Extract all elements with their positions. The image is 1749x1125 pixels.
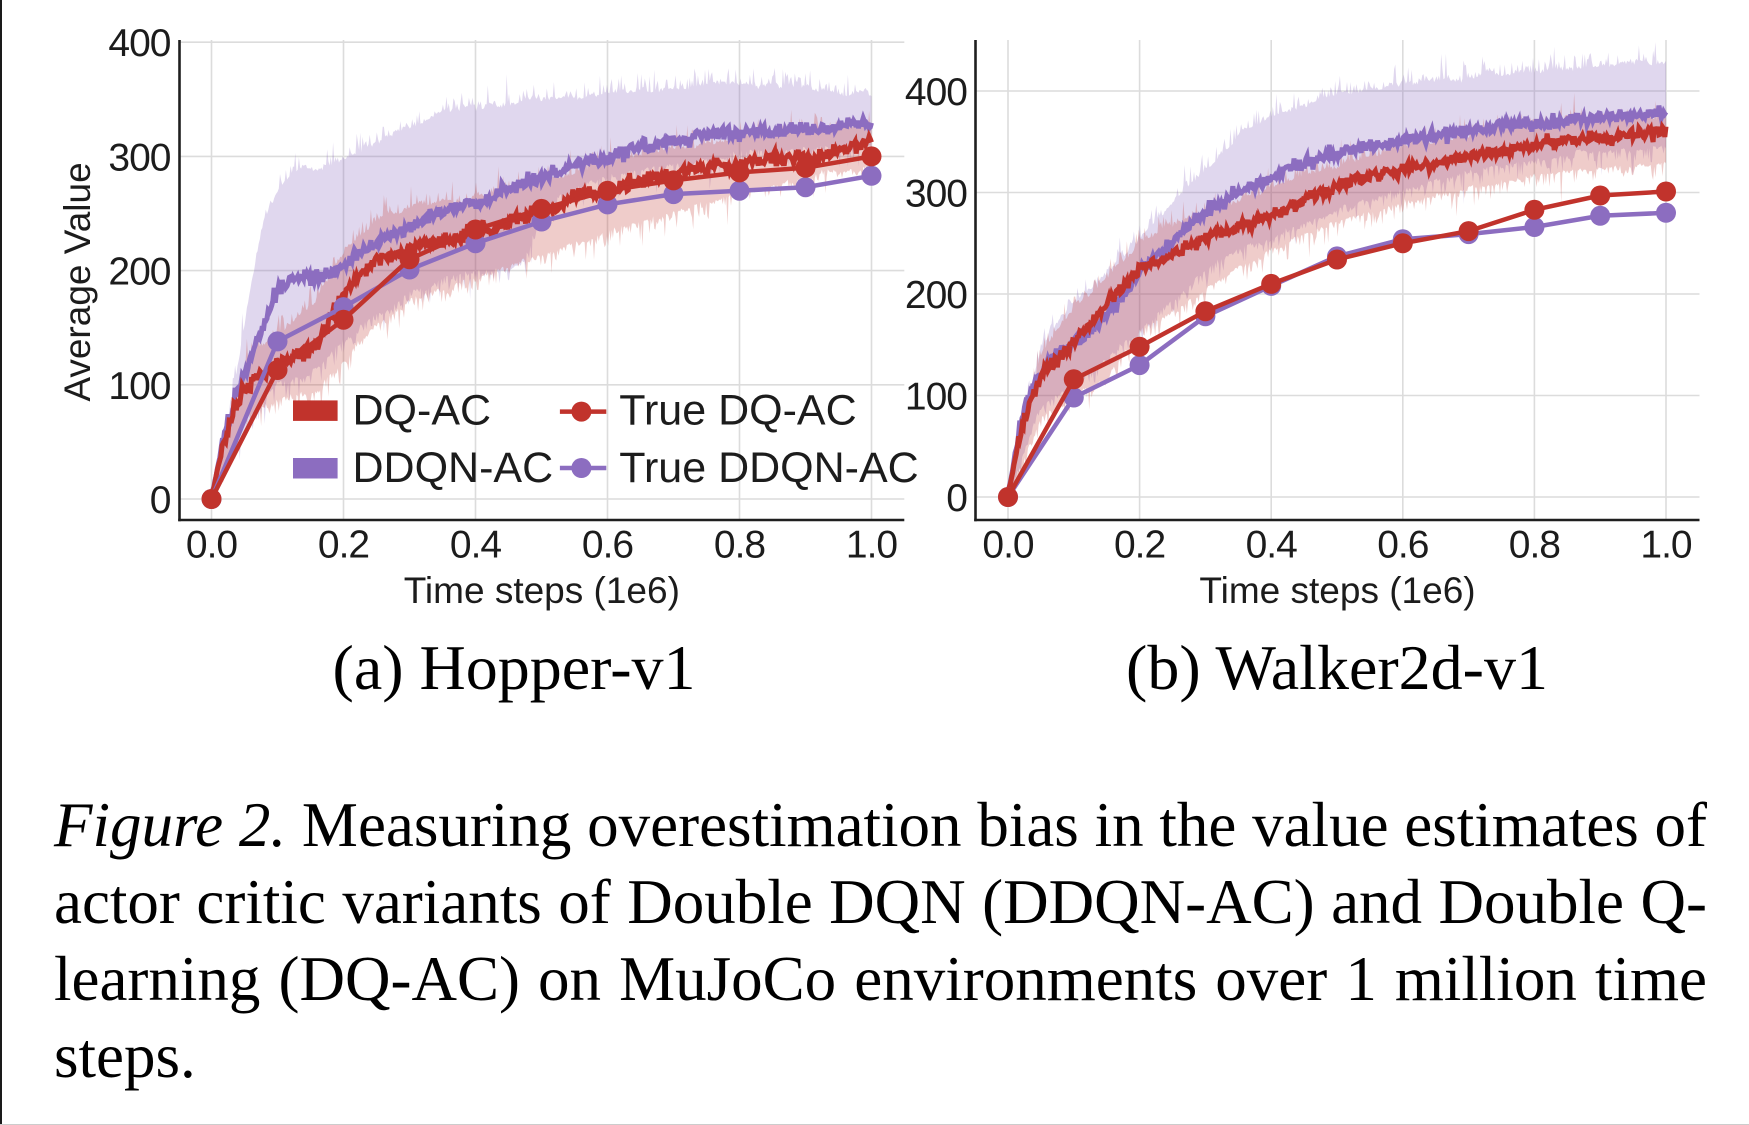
svg-text:100: 100 (905, 376, 967, 419)
svg-text:0.2: 0.2 (1114, 524, 1165, 567)
svg-text:0.0: 0.0 (186, 524, 238, 567)
svg-text:0.8: 0.8 (714, 524, 765, 567)
svg-text:Time steps (1e6): Time steps (1e6) (404, 570, 680, 611)
svg-text:Time steps (1e6): Time steps (1e6) (1199, 570, 1475, 611)
svg-text:True DDQN-AC: True DDQN-AC (619, 444, 918, 492)
svg-text:(b) Walker2d-v1: (b) Walker2d-v1 (1126, 632, 1548, 703)
svg-text:0.0: 0.0 (982, 524, 1034, 567)
svg-text:(a) Hopper-v1: (a) Hopper-v1 (333, 632, 696, 703)
svg-text:1.0: 1.0 (846, 524, 898, 567)
svg-text:1.0: 1.0 (1640, 524, 1692, 567)
svg-text:DQ-AC: DQ-AC (353, 387, 492, 435)
svg-text:100: 100 (108, 365, 170, 408)
svg-text:200: 200 (108, 251, 170, 294)
svg-text:300: 300 (905, 173, 967, 216)
svg-text:300: 300 (108, 136, 170, 179)
svg-text:0: 0 (150, 479, 171, 522)
svg-text:0.2: 0.2 (318, 524, 369, 567)
svg-text:0.6: 0.6 (582, 524, 633, 567)
svg-text:0.4: 0.4 (1246, 524, 1298, 567)
svg-text:200: 200 (905, 274, 967, 317)
svg-text:400: 400 (905, 71, 967, 114)
svg-text:0.6: 0.6 (1377, 524, 1428, 567)
svg-text:Average Value: Average Value (57, 162, 98, 401)
svg-text:DDQN-AC: DDQN-AC (353, 444, 554, 492)
svg-text:True DQ-AC: True DQ-AC (619, 387, 856, 435)
svg-text:400: 400 (108, 22, 170, 65)
svg-text:0.4: 0.4 (450, 524, 502, 567)
svg-text:0: 0 (946, 477, 967, 520)
svg-text:0.8: 0.8 (1509, 524, 1560, 567)
